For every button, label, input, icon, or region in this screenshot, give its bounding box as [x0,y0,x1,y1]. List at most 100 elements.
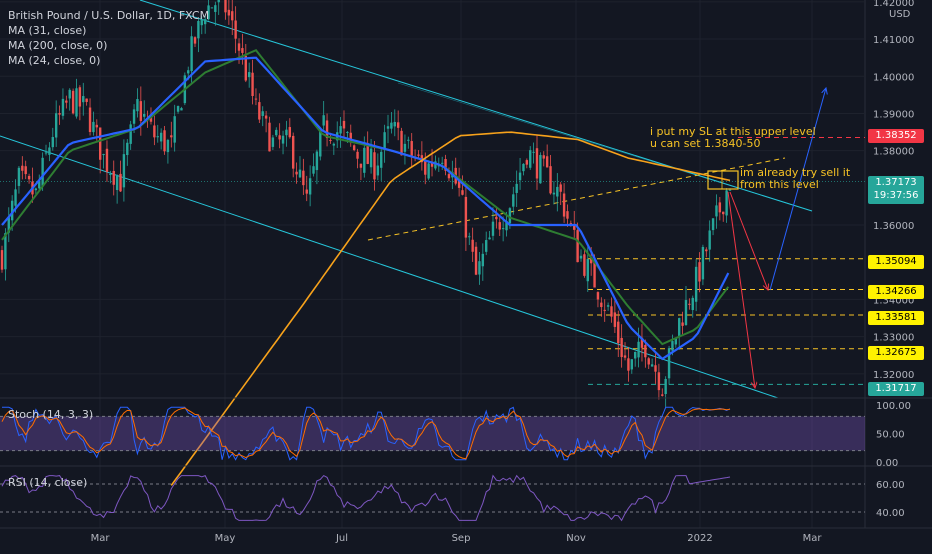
sell-note-line2: from this level [740,178,819,191]
candle-body [203,19,207,25]
candle-body [176,106,180,112]
candle-body [271,137,275,147]
candle-body [532,151,535,153]
rsi-line [1,474,731,522]
candle-body [427,163,430,179]
candle-body [674,337,678,345]
candle-body [261,111,264,116]
candle-body [718,202,722,213]
candle-body [410,141,413,156]
candle-body [630,359,634,370]
candle-body [434,161,437,169]
candle-body [403,143,407,152]
candle-body [464,196,468,238]
level-tag-1.38352: 1.38352 [868,129,924,143]
candle-body [671,341,674,351]
candle-body [583,254,586,276]
candle-body [617,321,620,344]
candle-body [166,139,170,153]
candle-body [593,261,596,288]
candle-body [576,230,579,263]
candle-body [187,70,190,74]
candle-body [342,120,346,129]
candle-body [159,132,163,142]
currency-label: USD [889,9,911,20]
candle-body [109,173,112,175]
projection-arrow-down-2 [727,191,755,388]
candle-body [430,161,434,167]
ma31-line [1,56,730,361]
candle-body [481,253,485,267]
current-price-tag: 1.37173 19:37:56 [868,176,924,204]
candle-body [27,175,31,180]
candle-body [705,249,708,252]
candle-body [708,230,711,250]
candle-body [44,152,48,154]
sl-note-line1: i put my SL at this upper level [650,125,816,138]
rsi-title: RSI (14, close) [8,476,88,489]
candle-body [268,122,271,152]
candle-body [241,48,244,53]
sl-note-line2: u can set 1.3840-50 [650,137,761,150]
candle-body [447,174,451,179]
candle-body [132,109,136,124]
candle-body [38,180,41,189]
candle-body [302,170,305,186]
candle-body [495,216,498,220]
rsi-tick: 60.00 [876,480,905,491]
candle-body [393,121,396,127]
candle-body [339,126,342,134]
candle-body [285,129,288,136]
candle-body [529,150,532,168]
candle-body [200,19,203,26]
candle-body [488,237,491,240]
candle-body [549,166,552,194]
candle-body [722,211,725,215]
candle-body [373,152,376,180]
candle-body [17,167,21,186]
price-tick: 1.33000 [873,333,914,344]
candle-body [95,124,99,128]
channel-ray [397,82,813,212]
candle-body [417,154,420,156]
candle-body [461,190,464,195]
candle-body [501,228,505,230]
candle-body [688,303,691,305]
candle-body [322,115,325,126]
candle-body [21,165,24,171]
candle-body [586,259,589,282]
candle-body [88,107,92,133]
candle-body [356,151,359,159]
candle-body [210,7,214,9]
candle-body [627,358,630,371]
candle-body [535,148,539,179]
candle-body [478,261,481,275]
candle-body [332,143,336,146]
candle-body [539,154,542,184]
stoch-tick: 50.00 [876,430,905,441]
candle-body [657,372,661,391]
candle-body [136,99,139,112]
candle-body [4,233,7,270]
price-tick: 1.41000 [873,35,914,46]
candle-body [298,169,302,178]
candle-body [711,218,715,231]
candle-body [156,136,159,138]
candle-body [54,113,58,138]
candle-body [363,147,366,173]
candle-body [620,337,623,358]
ma31-legend: MA (31, close) [8,24,87,37]
candle-body [407,139,410,141]
candle-body [224,0,227,13]
candle-body [329,140,332,142]
ma24-legend: MA (24, close, 0) [8,54,101,67]
candle-body [603,309,606,311]
price-tick: 1.36000 [873,221,914,232]
candle-body [623,355,627,358]
candle-body [644,345,647,358]
candle-body [485,240,488,252]
candle-body [231,11,234,21]
candle-body [197,20,200,39]
